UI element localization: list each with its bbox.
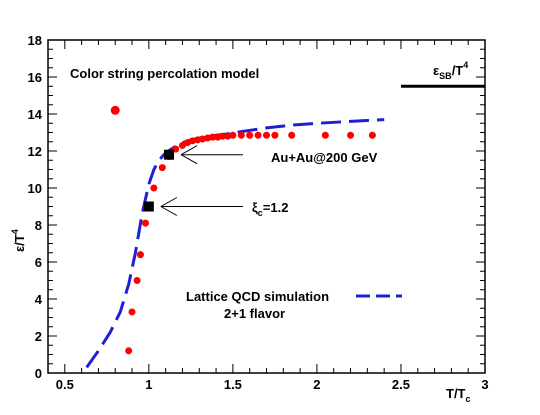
data-point [209, 133, 217, 141]
arrow-auau-head-bottom [180, 154, 198, 165]
chart-title: Color string percolation model [70, 66, 259, 81]
y-tick-label: 4 [35, 292, 43, 307]
x-tick-label: 1 [145, 377, 152, 392]
annotation-xi: ξc=1.2 [252, 200, 288, 218]
data-point [263, 131, 270, 139]
sb-label-sup: 4 [463, 60, 468, 70]
y-tick-label: 2 [35, 329, 42, 344]
legend-label-line1: Lattice QCD simulation [186, 289, 329, 304]
y-axis-title-sup: 4 [10, 229, 20, 234]
x-tick-labels: 0.5 1 1.5 2 2.5 3 [56, 377, 489, 392]
annotation-xi-rest: =1.2 [263, 200, 289, 215]
data-point [368, 131, 376, 139]
data-square [143, 201, 154, 212]
y-tick-label: 14 [28, 107, 43, 122]
x-tick-label: 2.5 [392, 377, 410, 392]
data-point [110, 105, 120, 115]
arrow-xi-head-bottom [160, 206, 178, 216]
data-point [219, 132, 227, 140]
data-point [136, 251, 144, 259]
data-point [158, 164, 166, 172]
data-point [150, 184, 158, 192]
y-tick-label: 10 [28, 181, 42, 196]
x-tick-label: 3 [481, 377, 488, 392]
arrow-auau-head-top [180, 145, 198, 156]
legend-label-line2: 2+1 flavor [224, 306, 285, 321]
data-point [133, 277, 141, 284]
data-point [125, 347, 133, 355]
data-point [288, 131, 296, 139]
y-tick-label: 16 [28, 70, 42, 85]
y-tick-label: 8 [35, 218, 42, 233]
y-tick-labels: 0 2 4 6 8 10 12 14 16 18 [28, 33, 43, 381]
y-axis-title: ε/T4 [10, 229, 27, 252]
annotation-arrows [160, 145, 243, 216]
x-axis-title: T/Tc [446, 386, 471, 404]
sb-label-sub: SB [439, 71, 452, 81]
x-tick-label: 0.5 [56, 377, 74, 392]
x-tick-label: 1.5 [224, 377, 242, 392]
data-point [347, 131, 355, 139]
annotation-auau: Au+Au@200 GeV [271, 150, 378, 165]
data-point [128, 308, 136, 316]
y-tick-label: 12 [28, 144, 42, 159]
data-point [254, 131, 262, 139]
y-tick-label: 0 [35, 366, 42, 381]
x-axis-title-sub: c [466, 394, 471, 404]
data-point [321, 131, 329, 139]
y-tick-label: 6 [35, 255, 42, 270]
data-point [246, 131, 254, 139]
series-black-squares [143, 149, 175, 212]
data-point [271, 131, 279, 139]
data-point [237, 131, 245, 139]
arrow-xi-head-top [160, 197, 178, 207]
sb-label: εSB/T4 [433, 60, 468, 81]
annotation-xi-sub: c [258, 208, 263, 218]
data-point [229, 131, 237, 139]
sb-label-slash: /T [452, 63, 464, 78]
y-tick-label: 18 [28, 33, 42, 48]
x-tick-label: 2 [313, 377, 320, 392]
data-point [141, 219, 149, 227]
data-square [164, 149, 175, 160]
